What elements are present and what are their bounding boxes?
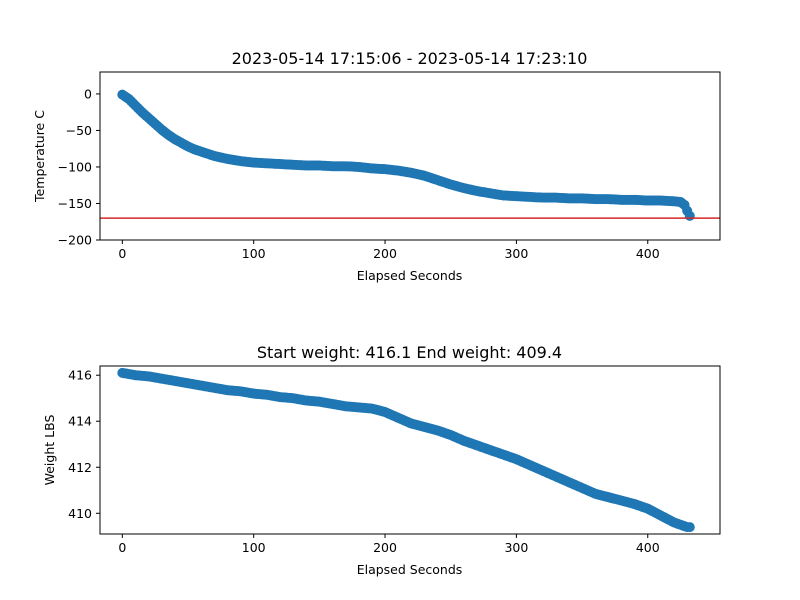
weight-x-tick-label-2: 200 bbox=[373, 540, 397, 555]
temperature-ticks: 0 100 200 300 400 0 −50 −100 −150 −200 bbox=[58, 86, 660, 261]
weight-y-tick-label-3: 410 bbox=[68, 506, 92, 521]
temperature-y-tick-label-2: −100 bbox=[58, 159, 92, 174]
temperature-point bbox=[684, 210, 695, 221]
weight-ticks: 0 100 200 300 400 416 414 412 410 bbox=[68, 368, 660, 555]
temperature-x-tick-label-4: 400 bbox=[636, 246, 660, 261]
weight-y-axis-label: Weight LBS bbox=[42, 415, 57, 486]
weight-x-tick-label-1: 100 bbox=[242, 540, 266, 555]
temperature-x-tick-label-0: 0 bbox=[118, 246, 126, 261]
temperature-x-tick-label-2: 200 bbox=[373, 246, 397, 261]
weight-x-tick-label-4: 400 bbox=[636, 540, 660, 555]
temperature-plot-frame bbox=[99, 71, 721, 241]
temperature-series bbox=[117, 89, 695, 221]
weight-x-axis-label: Elapsed Seconds bbox=[357, 562, 463, 577]
temperature-x-tick-label-3: 300 bbox=[504, 246, 528, 261]
temperature-chart: 2023-05-14 17:15:06 - 2023-05-14 17:23:1… bbox=[32, 49, 721, 283]
weight-chart-title: Start weight: 416.1 End weight: 409.4 bbox=[257, 343, 562, 362]
temperature-y-tick-label-3: −150 bbox=[58, 196, 92, 211]
weight-y-tick-label-1: 414 bbox=[68, 414, 92, 429]
temperature-x-tick-label-1: 100 bbox=[242, 246, 266, 261]
temperature-y-tick-label-1: −50 bbox=[66, 123, 92, 138]
temperature-y-axis-label: Temperature C bbox=[32, 110, 47, 203]
weight-plot-frame bbox=[99, 365, 721, 535]
weight-y-tick-label-0: 416 bbox=[68, 368, 92, 383]
temperature-y-tick-label-4: −200 bbox=[58, 233, 92, 248]
weight-point bbox=[684, 522, 695, 533]
weight-chart: Start weight: 416.1 End weight: 409.4 El… bbox=[42, 343, 721, 577]
weight-x-tick-label-0: 0 bbox=[118, 540, 126, 555]
weight-y-tick-label-2: 412 bbox=[68, 460, 92, 475]
temperature-chart-title: 2023-05-14 17:15:06 - 2023-05-14 17:23:1… bbox=[232, 49, 588, 68]
temperature-x-axis-label: Elapsed Seconds bbox=[357, 268, 463, 283]
weight-x-tick-label-3: 300 bbox=[504, 540, 528, 555]
temperature-y-tick-label-0: 0 bbox=[84, 86, 92, 101]
weight-series bbox=[117, 367, 695, 533]
